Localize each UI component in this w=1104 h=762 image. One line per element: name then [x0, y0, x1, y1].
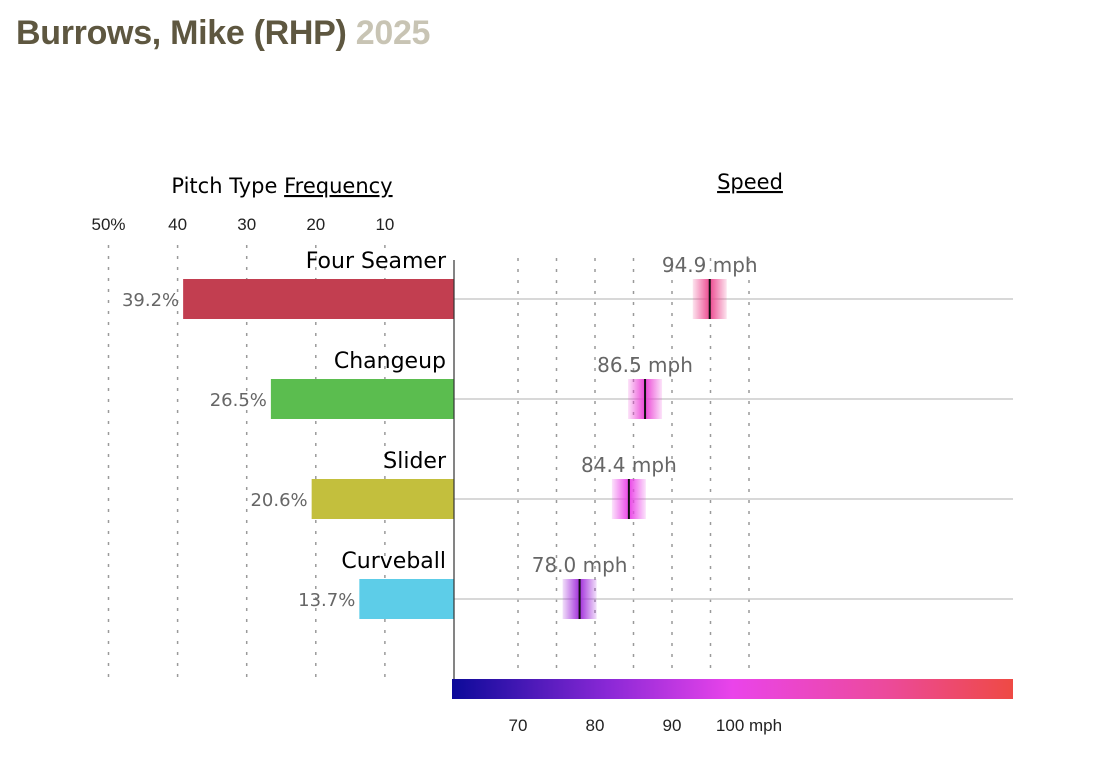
frequency-value-label: 13.7% [298, 590, 355, 611]
speed-tick-label: 100 mph [716, 716, 782, 735]
frequency-header: Pitch Type Frequency [171, 174, 392, 198]
season-year: 2025 [355, 14, 431, 52]
pitch-name: Changeup [334, 349, 446, 374]
frequency-header-link: Frequency [284, 174, 393, 198]
frequency-bar [183, 279, 455, 319]
pitch-row: Four Seamer 39.2% 94.9 mph [122, 249, 1013, 319]
speed-tick-label: 70 [509, 716, 528, 735]
frequency-bar [359, 579, 454, 619]
pitcher-name: Burrows, Mike (RHP) [16, 14, 347, 52]
pitch-row: Slider 20.6% 84.4 mph [250, 449, 1013, 519]
pitch-name: Curveball [341, 549, 446, 574]
frequency-tick-label: 50% [91, 215, 125, 234]
pitch-name: Slider [383, 449, 447, 474]
speed-tick-label: 90 [663, 716, 682, 735]
pitch-row: Curveball 13.7% 78.0 mph [298, 549, 1013, 619]
frequency-tick-label: 40 [168, 215, 187, 234]
frequency-tick-label: 20 [306, 215, 325, 234]
frequency-bar [270, 379, 454, 419]
speed-color-scale [452, 679, 1013, 699]
frequency-value-label: 26.5% [210, 390, 267, 411]
page-title: Burrows, Mike (RHP) 2025 [16, 14, 430, 53]
speed-value-label: 86.5 mph [597, 353, 693, 377]
pitch-row: Changeup 26.5% 86.5 mph [210, 349, 1013, 419]
frequency-value-label: 39.2% [122, 290, 179, 311]
speed-header: Speed [717, 170, 783, 194]
frequency-tick-label: 10 [375, 215, 394, 234]
speed-value-label: 84.4 mph [581, 453, 677, 477]
frequency-value-label: 20.6% [250, 490, 307, 511]
frequency-header-prefix: Pitch Type [171, 174, 284, 198]
speed-value-label: 78.0 mph [532, 553, 628, 577]
frequency-bar [311, 479, 454, 519]
speed-value-label: 94.9 mph [662, 253, 758, 277]
frequency-tick-label: 30 [237, 215, 256, 234]
pitch-name: Four Seamer [306, 249, 447, 274]
speed-tick-label: 80 [586, 716, 605, 735]
